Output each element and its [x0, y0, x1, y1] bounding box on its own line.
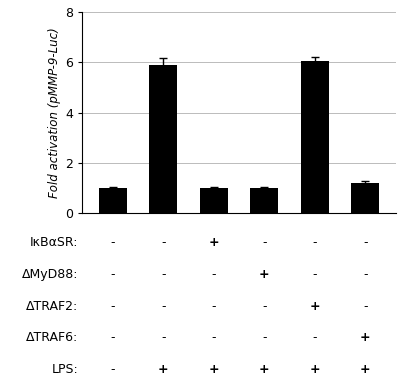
Text: -: -	[110, 331, 115, 345]
Text: +: +	[360, 331, 370, 345]
Text: -: -	[110, 363, 115, 376]
Text: +: +	[259, 268, 269, 281]
Bar	[99, 188, 126, 213]
Text: ΔMyD88:: ΔMyD88:	[22, 268, 78, 281]
Text: -: -	[110, 268, 115, 281]
Text: -: -	[110, 300, 115, 313]
Text: -: -	[262, 300, 267, 313]
Text: +: +	[208, 363, 219, 376]
Text: -: -	[211, 268, 216, 281]
Text: -: -	[110, 236, 115, 249]
Text: ΔTRAF6:: ΔTRAF6:	[26, 331, 78, 345]
Bar	[149, 64, 177, 213]
Text: -: -	[363, 268, 368, 281]
Bar	[200, 188, 227, 213]
Text: -: -	[161, 300, 166, 313]
Text: -: -	[363, 300, 368, 313]
Text: -: -	[312, 236, 317, 249]
Y-axis label: Fold activation (pMMP-9-Luc): Fold activation (pMMP-9-Luc)	[48, 27, 61, 198]
Text: -: -	[211, 331, 216, 345]
Text: LPS:: LPS:	[52, 363, 78, 376]
Text: IκBαSR:: IκBαSR:	[30, 236, 78, 249]
Bar	[250, 188, 278, 213]
Text: -: -	[312, 331, 317, 345]
Bar	[351, 183, 379, 213]
Text: -: -	[262, 331, 267, 345]
Text: -: -	[312, 268, 317, 281]
Text: -: -	[161, 331, 166, 345]
Text: -: -	[161, 268, 166, 281]
Text: +: +	[309, 363, 320, 376]
Text: -: -	[262, 236, 267, 249]
Text: ΔTRAF2:: ΔTRAF2:	[26, 300, 78, 313]
Text: +: +	[259, 363, 269, 376]
Text: +: +	[309, 300, 320, 313]
Text: +: +	[158, 363, 169, 376]
Text: -: -	[161, 236, 166, 249]
Text: -: -	[211, 300, 216, 313]
Bar	[301, 61, 329, 213]
Text: +: +	[208, 236, 219, 249]
Text: -: -	[363, 236, 368, 249]
Text: +: +	[360, 363, 370, 376]
